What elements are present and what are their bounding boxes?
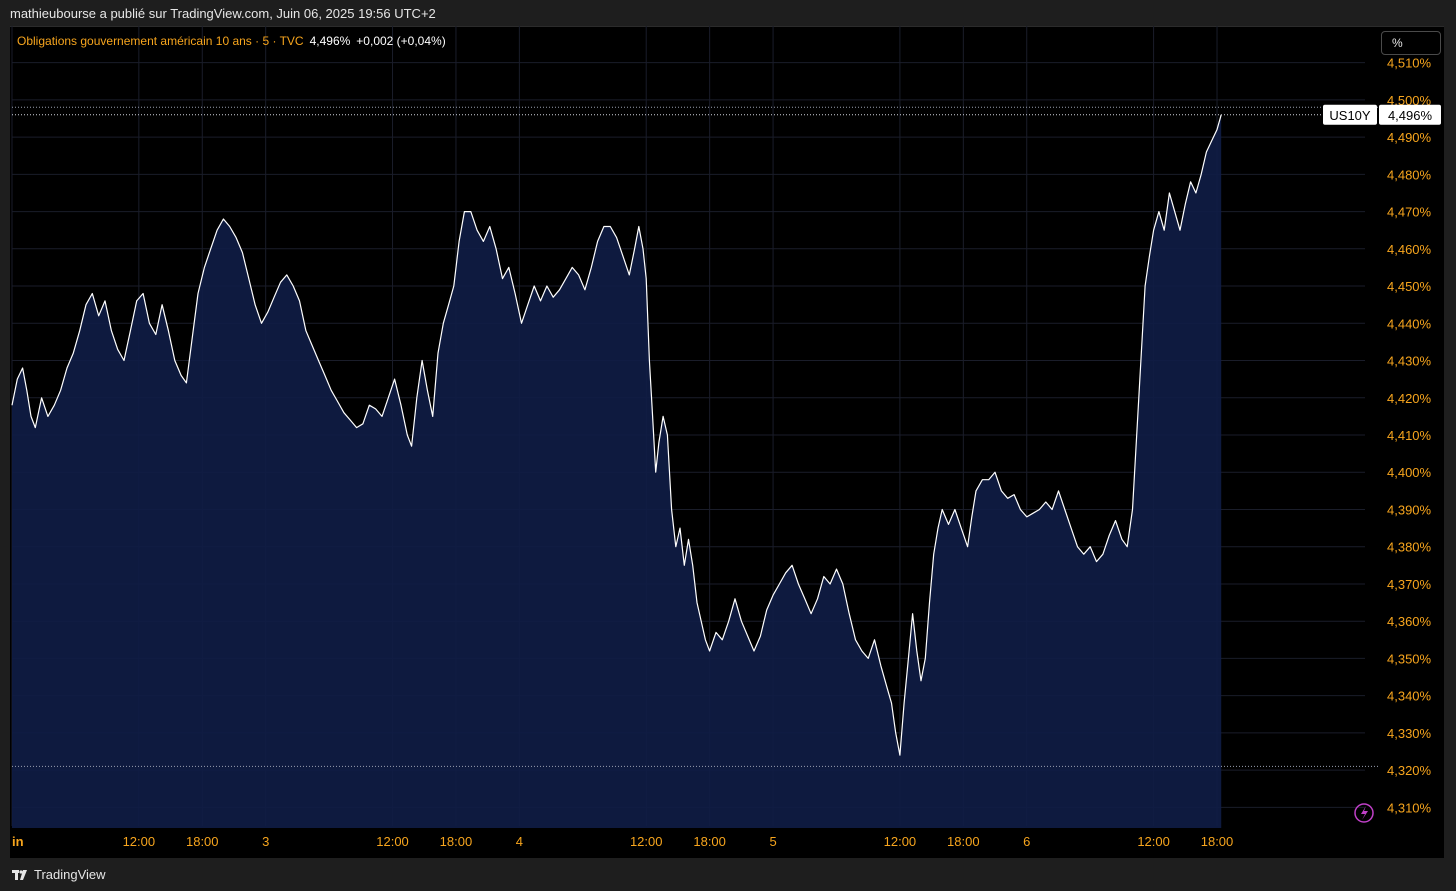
unit-selector-button[interactable]: % bbox=[1381, 31, 1441, 55]
y-tick-label: 4,330% bbox=[1387, 726, 1432, 741]
x-tick-label: 5 bbox=[769, 834, 776, 849]
x-tick-label: 18:00 bbox=[947, 834, 980, 849]
tradingview-logo-icon[interactable] bbox=[12, 869, 28, 881]
price-change: +0,002 (+0,04%) bbox=[356, 34, 446, 48]
y-axis: 4,310% 4,320% 4,330% 4,340% 4,350% 4,360% 4,37… bbox=[1387, 56, 1432, 816]
lightning-icon-bolt bbox=[1361, 806, 1368, 820]
x-tick-label: 12:00 bbox=[884, 834, 917, 849]
price-badge-text: 4,496% bbox=[1388, 108, 1433, 123]
y-tick-label: 4,470% bbox=[1387, 205, 1432, 220]
attribution-text: mathieubourse a publié sur TradingView.c… bbox=[10, 5, 436, 21]
footer-bar: TradingView bbox=[0, 858, 1456, 891]
x-tick-label: 18:00 bbox=[1201, 834, 1234, 849]
y-tick-label: 4,510% bbox=[1387, 56, 1432, 71]
x-tick-label: 12:00 bbox=[1137, 834, 1170, 849]
chart-legend[interactable]: Obligations gouvernement américain 10 an… bbox=[17, 34, 446, 48]
price-area bbox=[11, 114, 1222, 829]
y-tick-label: 4,380% bbox=[1387, 540, 1432, 555]
x-tick-label: 18:00 bbox=[186, 834, 219, 849]
x-tick-label: 18:00 bbox=[693, 834, 726, 849]
x-axis: in 12:00 18:00 3 12:00 18:00 4 12:00 18:00 5 12:00… bbox=[12, 834, 1233, 849]
x-tick-label: 12:00 bbox=[376, 834, 409, 849]
y-tick-label: 4,320% bbox=[1387, 763, 1432, 778]
y-tick-label: 4,500% bbox=[1387, 93, 1432, 108]
y-tick-label: 4,340% bbox=[1387, 689, 1432, 704]
x-tick-label: 3 bbox=[262, 834, 269, 849]
x-tick-label: 18:00 bbox=[440, 834, 473, 849]
symbol-description: Obligations gouvernement américain 10 an… bbox=[17, 34, 304, 48]
y-tick-label: 4,400% bbox=[1387, 465, 1432, 480]
x-tick-label: 4 bbox=[516, 834, 523, 849]
y-tick-label: 4,370% bbox=[1387, 577, 1432, 592]
lightning-icon[interactable] bbox=[1354, 803, 1374, 823]
x-tick-label: 12:00 bbox=[123, 834, 156, 849]
ticker-badge bbox=[1323, 104, 1377, 125]
y-tick-label: 4,350% bbox=[1387, 651, 1432, 666]
y-tick-label: 4,310% bbox=[1387, 800, 1432, 815]
x-tick-label: 6 bbox=[1023, 834, 1030, 849]
reference-lines bbox=[12, 106, 1378, 767]
y-tick-label: 4,430% bbox=[1387, 354, 1432, 369]
price-badge bbox=[1379, 104, 1441, 125]
y-tick-label: 4,390% bbox=[1387, 502, 1432, 517]
y-tick-label: 4,410% bbox=[1387, 428, 1432, 443]
x-tick-label: 12:00 bbox=[630, 834, 663, 849]
y-tick-label: 4,420% bbox=[1387, 391, 1432, 406]
y-tick-label: 4,440% bbox=[1387, 316, 1432, 331]
y-tick-label: 4,460% bbox=[1387, 242, 1432, 257]
price-label-group: US10Y 4,496% bbox=[1323, 104, 1441, 823]
x-tick-label: in bbox=[12, 834, 24, 849]
y-tick-label: 4,450% bbox=[1387, 279, 1432, 294]
lightning-icon-ring bbox=[1354, 803, 1374, 823]
price-line bbox=[11, 114, 1222, 756]
y-tick-label: 4,360% bbox=[1387, 614, 1432, 629]
y-tick-label: 4,490% bbox=[1387, 130, 1432, 145]
y-tick-label: 4,480% bbox=[1387, 167, 1432, 182]
unit-label: % bbox=[1392, 36, 1403, 50]
footer-brand: TradingView bbox=[34, 867, 106, 882]
attribution-bar: mathieubourse a publié sur TradingView.c… bbox=[0, 0, 1456, 26]
area-fill bbox=[12, 114, 1222, 829]
ticker-badge-text: US10Y bbox=[1329, 108, 1371, 123]
last-price: 4,496% bbox=[309, 34, 351, 48]
